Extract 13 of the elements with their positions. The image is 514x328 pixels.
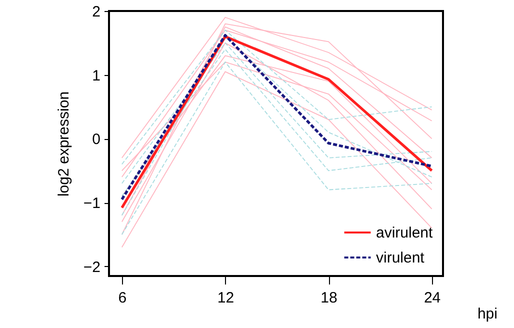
legend-label: avirulent bbox=[376, 224, 434, 242]
x-tick-label: 18 bbox=[320, 290, 338, 306]
y-tick-label: 0 bbox=[92, 131, 100, 148]
y-tick-label: −1 bbox=[83, 195, 100, 212]
x-tick-label: 24 bbox=[424, 290, 441, 306]
x-tick-label: 12 bbox=[217, 290, 234, 306]
y-tick-label: 2 bbox=[92, 4, 100, 20]
y-tick-label: −2 bbox=[83, 258, 100, 276]
legend-label: virulent bbox=[376, 250, 426, 266]
y-tick-label: 1 bbox=[92, 67, 100, 84]
x-tick-label: 6 bbox=[118, 290, 127, 306]
x-axis-title: hpi bbox=[477, 306, 498, 322]
y-axis-title: log2 expression bbox=[55, 91, 72, 197]
